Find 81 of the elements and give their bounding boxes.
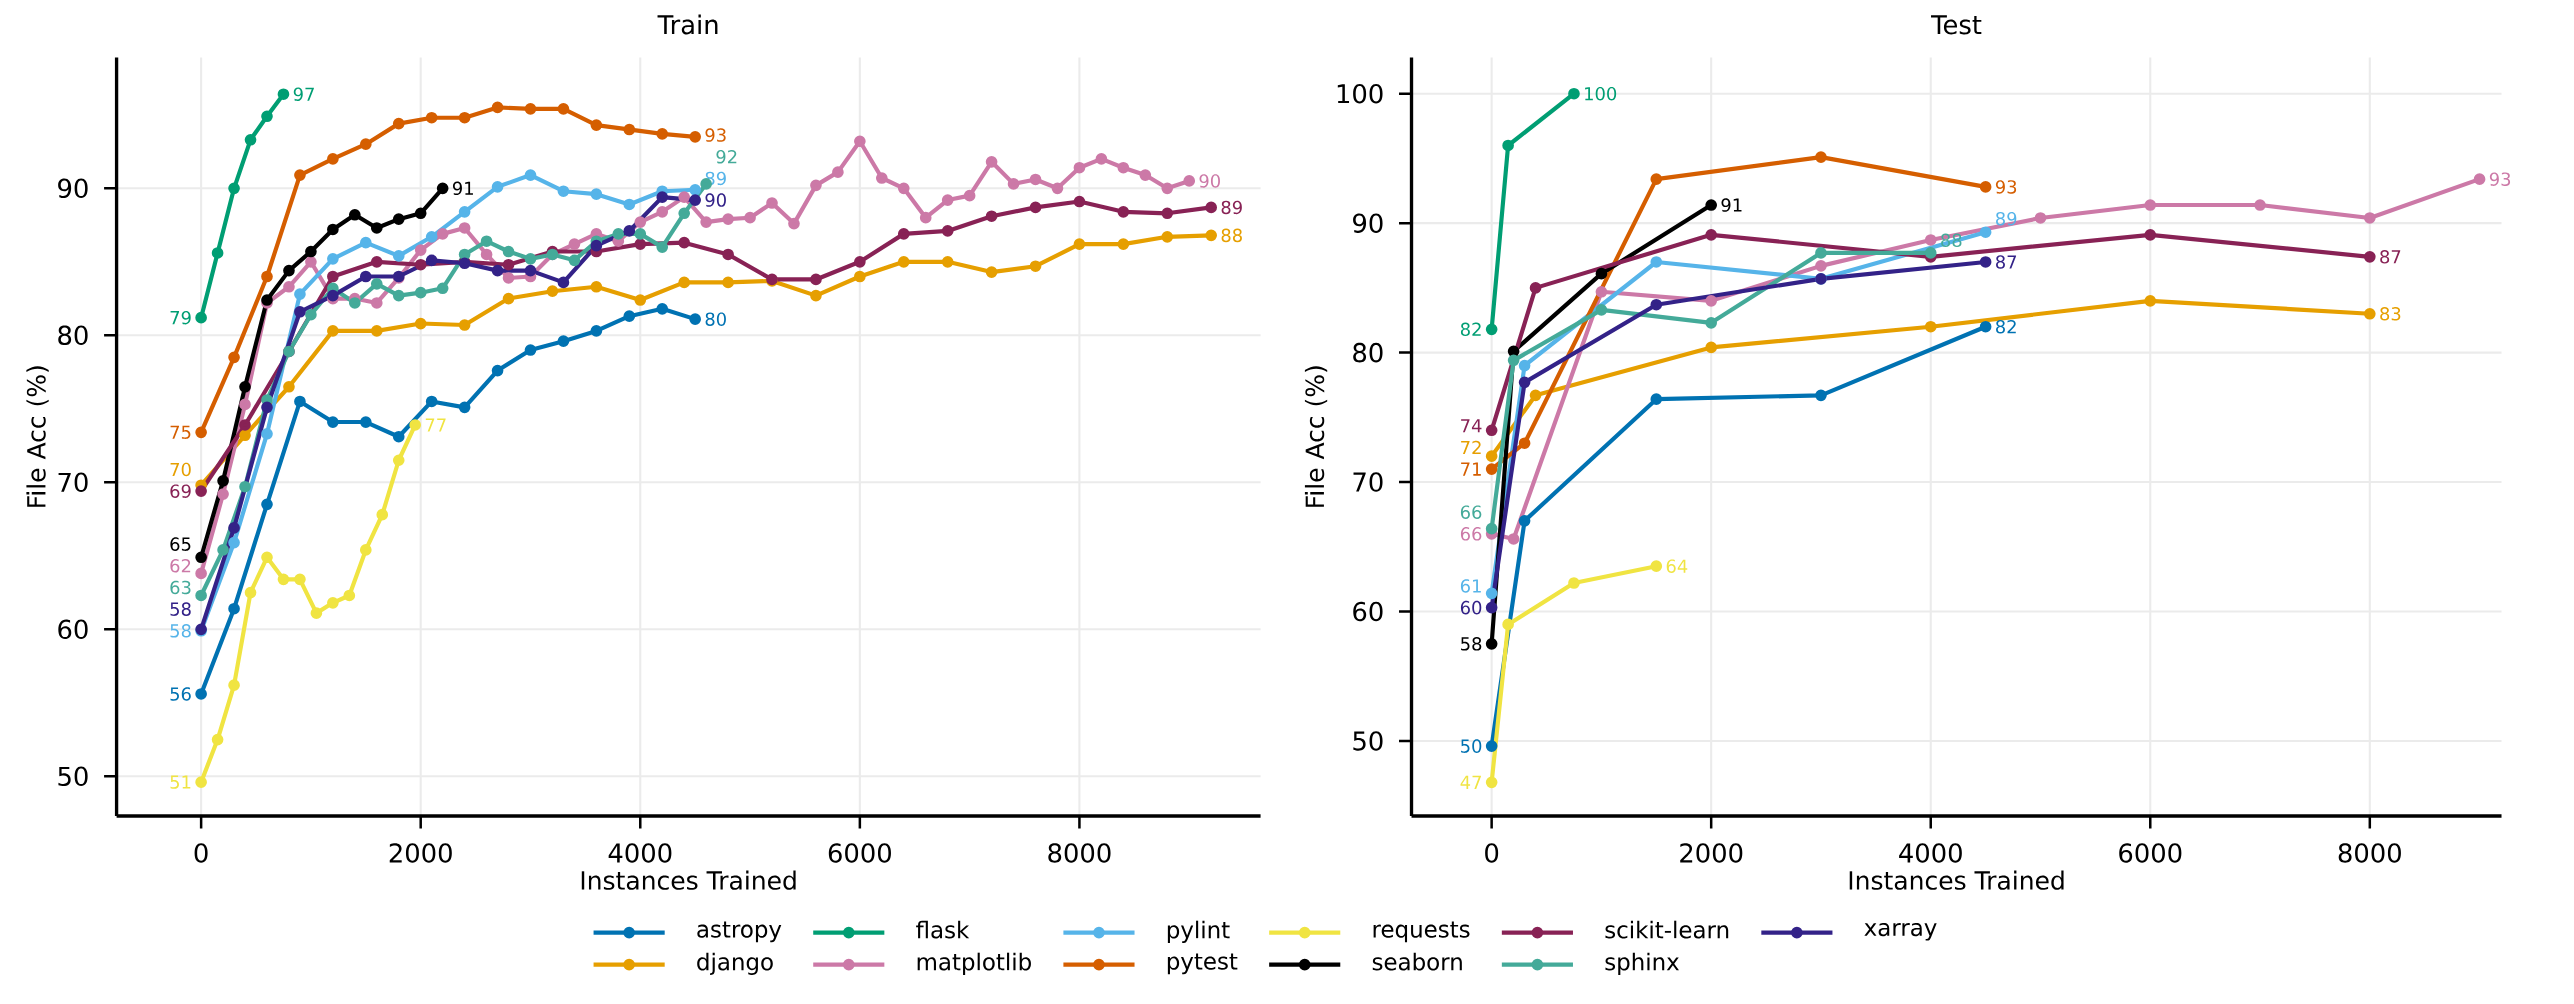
x-axis-title: Instances Trained: [1849, 870, 2064, 890]
annotation: 87: [2380, 250, 2401, 264]
x-tick-label: 2000: [389, 843, 452, 863]
annotation: 83: [2380, 307, 2401, 321]
annotation: 90: [1199, 174, 1220, 188]
x-tick-label: 6000: [828, 843, 891, 863]
annotation: 63: [170, 580, 191, 595]
legend-label: sphinx: [1605, 952, 1679, 975]
x-tick-label: 6000: [2119, 843, 2182, 863]
y-tick-label: 70: [1353, 472, 1383, 492]
annotation: 93: [2489, 172, 2511, 186]
legend-label: matplotlib: [917, 952, 1031, 975]
annotation: 82: [1996, 319, 2016, 334]
annotation: 80: [705, 312, 726, 326]
annotation: 58: [170, 624, 191, 638]
y-tick-label: 80: [58, 325, 88, 346]
annotation: 51: [170, 775, 191, 789]
annotation: 90: [705, 193, 726, 207]
annotation: 89: [1221, 200, 1242, 215]
legend-label: pylint: [1167, 920, 1230, 943]
annotation: 87: [1996, 255, 2017, 269]
annotation: 75: [170, 425, 191, 439]
x-tick-label: 8000: [1048, 843, 1111, 863]
chart-title: Train: [657, 14, 718, 35]
annotation: 66: [1460, 527, 1482, 541]
y-tick-label: 90: [58, 178, 88, 199]
legend-label: seaborn: [1372, 952, 1462, 971]
y-tick-label: 70: [58, 472, 88, 493]
annotation: 58: [170, 602, 191, 616]
annotation: 56: [170, 687, 191, 701]
annotation: 100: [1585, 86, 1617, 101]
y-tick-label: 60: [58, 619, 88, 640]
annotation: 88: [1221, 228, 1242, 243]
annotation: 69: [170, 484, 191, 498]
annotation: 97: [293, 87, 314, 101]
annotation: 88: [1941, 233, 1962, 248]
annotation: 77: [425, 418, 446, 432]
annotation: 47: [1460, 775, 1481, 789]
annotation: 66: [1460, 505, 1482, 519]
annotation: 70: [170, 462, 191, 477]
legend-label: django: [697, 952, 773, 975]
chart-title: Test: [1931, 15, 1982, 35]
legend-label: requests: [1373, 921, 1470, 943]
y-axis-title: File Acc (%): [26, 366, 49, 507]
y-tick-label: 80: [1353, 342, 1383, 363]
y-axis-title: File Acc (%): [1304, 366, 1328, 507]
annotation: 82: [1460, 322, 1481, 337]
annotation: 74: [1461, 419, 1482, 433]
annotation: 89: [1996, 211, 2017, 226]
annotation: 79: [170, 310, 191, 325]
x-tick-label: 0: [1485, 843, 1499, 863]
annotation: 62: [170, 559, 191, 573]
x-tick-label: 4000: [608, 843, 672, 863]
legend-label: flask: [916, 920, 970, 939]
x-tick-label: 2000: [1680, 843, 1743, 863]
y-tick-label: 100: [1337, 83, 1383, 104]
annotation: 58: [1461, 637, 1482, 651]
annotation: 93: [1995, 180, 2017, 194]
y-tick-label: 50: [58, 766, 88, 787]
y-tick-label: 50: [1353, 731, 1383, 751]
annotation: 93: [705, 128, 726, 142]
x-axis-title: Instances Trained: [581, 870, 796, 890]
annotation: 50: [1461, 739, 1482, 753]
x-tick-label: 0: [194, 843, 208, 863]
annotation: 61: [1460, 579, 1481, 593]
y-tick-label: 60: [1353, 601, 1383, 622]
legend-label: astropy: [697, 921, 782, 943]
annotation: 72: [1461, 440, 1481, 455]
annotation: 60: [1460, 600, 1482, 615]
legend-label: pytest: [1167, 953, 1238, 975]
annotation: 92: [716, 149, 737, 164]
annotation: 64: [1666, 559, 1688, 573]
annotation: 91: [452, 181, 473, 196]
x-tick-label: 4000: [1899, 843, 1962, 863]
annotation: 71: [1461, 462, 1481, 476]
legend-label: scikit-learn: [1605, 920, 1729, 939]
legend-label: xarray: [1864, 922, 1937, 941]
y-tick-label: 90: [1353, 213, 1383, 233]
annotation: 65: [170, 537, 191, 551]
x-tick-label: 8000: [2338, 843, 2401, 863]
annotation: 91: [1721, 198, 1742, 212]
